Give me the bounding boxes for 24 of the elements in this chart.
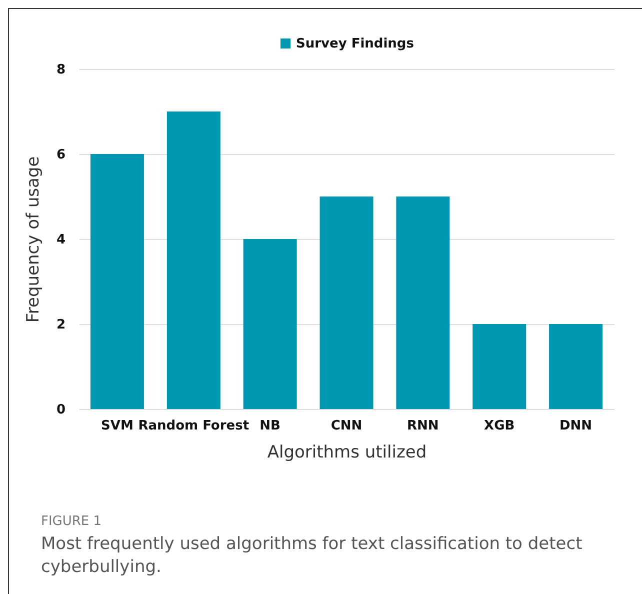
bar (472, 324, 526, 409)
x-tick-label: Random Forest (138, 418, 250, 434)
x-axis-title: Algorithms utilized (267, 442, 427, 462)
x-tick-label: NB (260, 418, 280, 434)
x-tick-label: DNN (560, 418, 592, 434)
bar (549, 324, 603, 409)
bar (90, 154, 144, 409)
x-tick-label: SVM (101, 418, 134, 434)
x-tick-label: XGB (484, 418, 515, 434)
bar (166, 112, 220, 409)
text: Most frequently used algorithms for text classification to detect cyberbullying. (41, 533, 584, 579)
y-tick-label: 0 (56, 402, 66, 418)
y-tick-label: 6 (56, 148, 66, 162)
y-tick-label: 4 (56, 232, 66, 248)
bar (320, 196, 374, 409)
bar (243, 239, 297, 409)
y-tick-label: 2 (56, 318, 66, 332)
x-tick-label: RNN (407, 418, 439, 434)
y-axis-title: Frequency of usage (23, 156, 44, 323)
x-tick-label: CNN (330, 418, 362, 434)
caption: FIGURE 1 (41, 514, 103, 529)
bar (396, 196, 450, 409)
legend-label: Survey Findings (296, 36, 414, 52)
y-tick-label: 8 (56, 62, 66, 78)
